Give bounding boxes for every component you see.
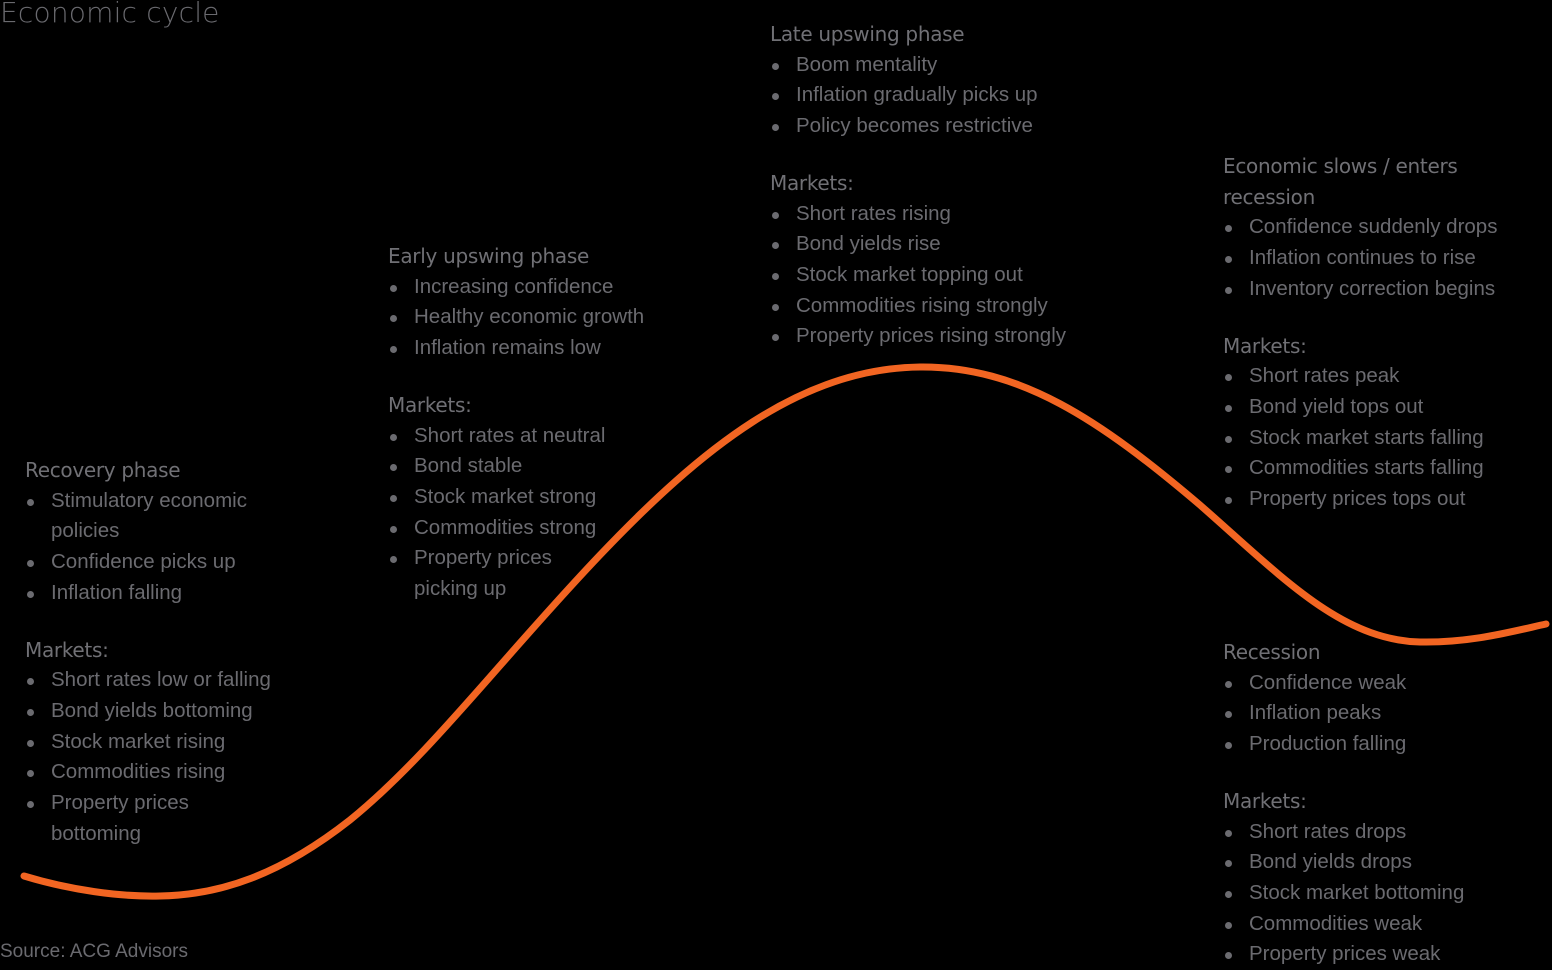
list-item: Bond yields drops — [1223, 847, 1543, 878]
markets-heading: Markets: — [1223, 333, 1307, 358]
list-item: Confidence suddenly drops — [1223, 212, 1543, 243]
phase-bullets: Confidence suddenly drops Inflation cont… — [1223, 212, 1543, 304]
list-item: Commodities strong — [388, 513, 688, 544]
list-item: Inflation remains low — [388, 333, 688, 364]
list-item: Stimulatory economic policies — [25, 486, 281, 547]
source-note: Source: ACG Advisors — [0, 941, 188, 962]
markets-bullets: Short rates low or falling Bond yields b… — [25, 665, 315, 849]
list-item: Healthy economic growth — [388, 302, 688, 333]
markets-bullets: Short rates drops Bond yields drops Stoc… — [1223, 817, 1543, 970]
page-title: Economic cycle — [0, 0, 220, 29]
list-item: Commodities rising strongly — [770, 291, 1100, 322]
list-item: Property prices picking up — [388, 543, 584, 604]
list-item: Boom mentality — [770, 50, 1100, 81]
list-item: Inflation continues to rise — [1223, 243, 1543, 274]
list-item: Bond stable — [388, 451, 688, 482]
list-item: Stock market starts falling — [1223, 423, 1543, 454]
list-item: Commodities starts falling — [1223, 453, 1543, 484]
list-item: Inventory correction begins — [1223, 274, 1543, 305]
phase-bullets: Increasing confidence Healthy economic g… — [388, 272, 688, 364]
list-item: Bond yield tops out — [1223, 392, 1543, 423]
list-item: Production falling — [1223, 729, 1543, 760]
markets-heading: Markets: — [770, 170, 854, 195]
list-item: Inflation falling — [25, 578, 315, 609]
list-item: Commodities weak — [1223, 909, 1543, 940]
list-item: Short rates rising — [770, 199, 1100, 230]
phase-heading: Economic slows / enters recession — [1223, 154, 1458, 209]
phase-bullets: Confidence weak Inflation peaks Producti… — [1223, 668, 1543, 760]
list-item: Property prices rising strongly — [770, 321, 1100, 352]
phase-heading: Late upswing phase — [770, 22, 965, 46]
markets-bullets: Short rates rising Bond yields rise Stoc… — [770, 199, 1100, 353]
list-item: Commodities rising — [25, 757, 315, 788]
markets-bullets: Short rates peak Bond yield tops out Sto… — [1223, 361, 1543, 515]
list-item: Stock market topping out — [770, 260, 1100, 291]
phase-bullets: Boom mentality Inflation gradually picks… — [770, 50, 1100, 142]
markets-bullets: Short rates at neutral Bond stable Stock… — [388, 421, 688, 605]
list-item: Property prices bottoming — [25, 788, 221, 849]
phase-bullets: Stimulatory economic policies Confidence… — [25, 486, 315, 609]
list-item: Policy becomes restrictive — [770, 111, 1100, 142]
list-item: Stock market rising — [25, 727, 315, 758]
list-item: Short rates peak — [1223, 361, 1543, 392]
list-item: Stock market strong — [388, 482, 688, 513]
phase-recovery: Recovery phase Stimulatory economic poli… — [25, 455, 315, 849]
markets-heading: Markets: — [25, 637, 109, 662]
list-item: Inflation peaks — [1223, 698, 1543, 729]
markets-heading: Markets: — [388, 392, 472, 417]
list-item: Confidence picks up — [25, 547, 315, 578]
list-item: Property prices weak — [1223, 939, 1543, 970]
phase-heading: Recession — [1223, 640, 1321, 664]
list-item: Stock market bottoming — [1223, 878, 1543, 909]
list-item: Bond yields rise — [770, 229, 1100, 260]
phase-heading: Recovery phase — [25, 458, 181, 482]
phase-late-upswing: Late upswing phase Boom mentality Inflat… — [770, 19, 1100, 352]
list-item: Bond yields bottoming — [25, 696, 315, 727]
list-item: Short rates drops — [1223, 817, 1543, 848]
list-item: Confidence weak — [1223, 668, 1543, 699]
list-item: Inflation gradually picks up — [770, 80, 1100, 111]
phase-recession: Recession Confidence weak Inflation peak… — [1223, 637, 1543, 970]
phase-early-upswing: Early upswing phase Increasing confidenc… — [388, 241, 688, 605]
markets-heading: Markets: — [1223, 788, 1307, 813]
list-item: Short rates at neutral — [388, 421, 688, 452]
list-item: Short rates low or falling — [25, 665, 315, 696]
phase-slowdown: Economic slows / enters recession Confid… — [1223, 151, 1543, 515]
list-item: Increasing confidence — [388, 272, 688, 303]
list-item: Property prices tops out — [1223, 484, 1543, 515]
phase-heading: Early upswing phase — [388, 244, 589, 268]
